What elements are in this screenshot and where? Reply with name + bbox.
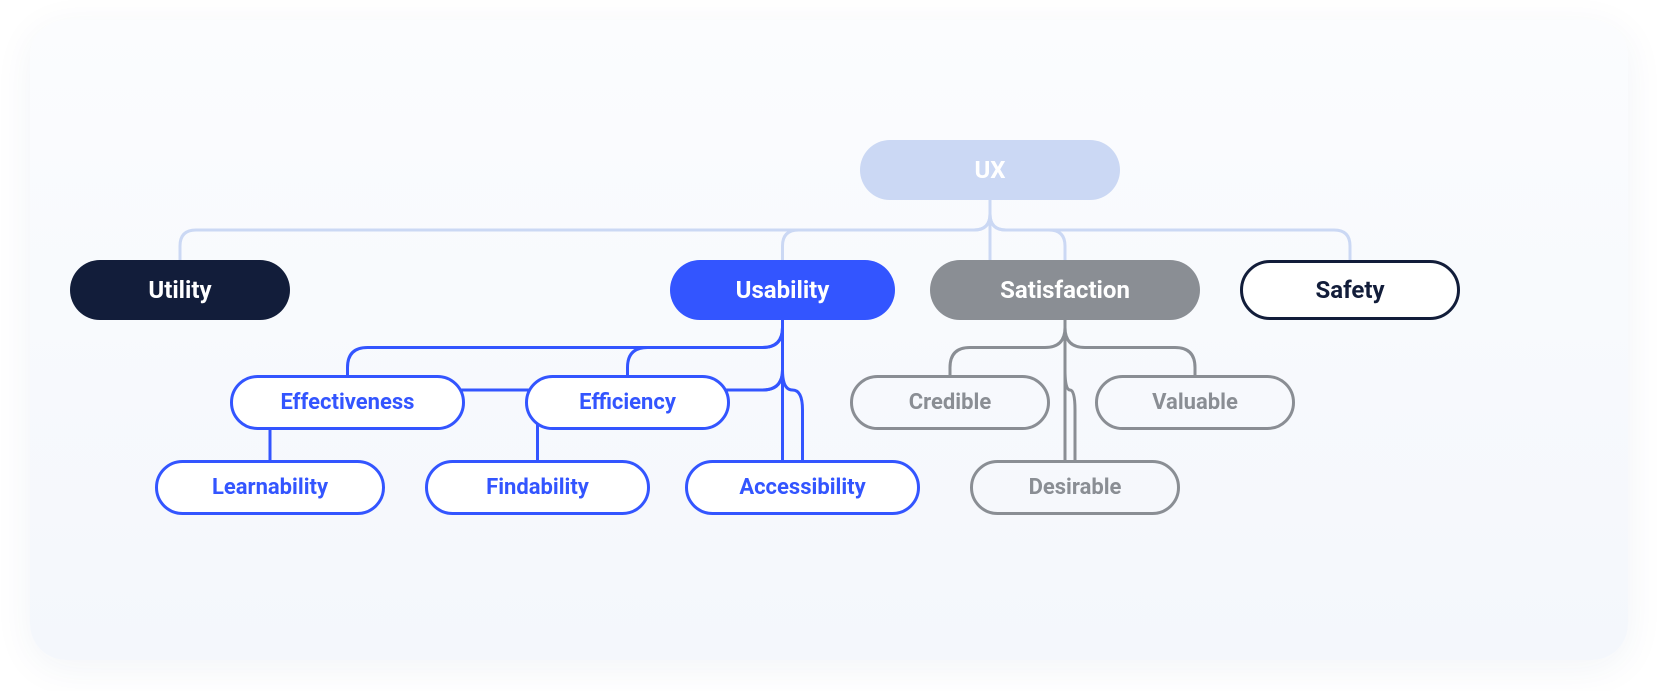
connector	[990, 200, 1350, 260]
connector-layer	[30, 20, 1628, 660]
connector	[950, 320, 1065, 375]
connector	[180, 200, 990, 260]
connector	[1065, 320, 1075, 460]
node-ux: UX	[860, 140, 1120, 200]
diagram-card: UX Utility Usability Satisfaction Safety Effe…	[30, 20, 1628, 660]
node-utility: Utility	[70, 260, 290, 320]
connector	[783, 200, 991, 260]
node-effectiveness: Effectiveness	[230, 375, 465, 430]
node-satisfaction: Satisfaction	[930, 260, 1200, 320]
connector	[783, 320, 803, 460]
node-learnability: Learnability	[155, 460, 385, 515]
node-usability: Usability	[670, 260, 895, 320]
node-credible: Credible	[850, 375, 1050, 430]
node-valuable: Valuable	[1095, 375, 1295, 430]
connector	[348, 320, 783, 375]
node-efficiency: Efficiency	[525, 375, 730, 430]
node-safety: Safety	[1240, 260, 1460, 320]
node-desirable: Desirable	[970, 460, 1180, 515]
node-findability: Findability	[425, 460, 650, 515]
node-accessibility: Accessibility	[685, 460, 920, 515]
connector	[1065, 320, 1195, 375]
connector	[628, 320, 783, 375]
connector	[990, 200, 1065, 260]
